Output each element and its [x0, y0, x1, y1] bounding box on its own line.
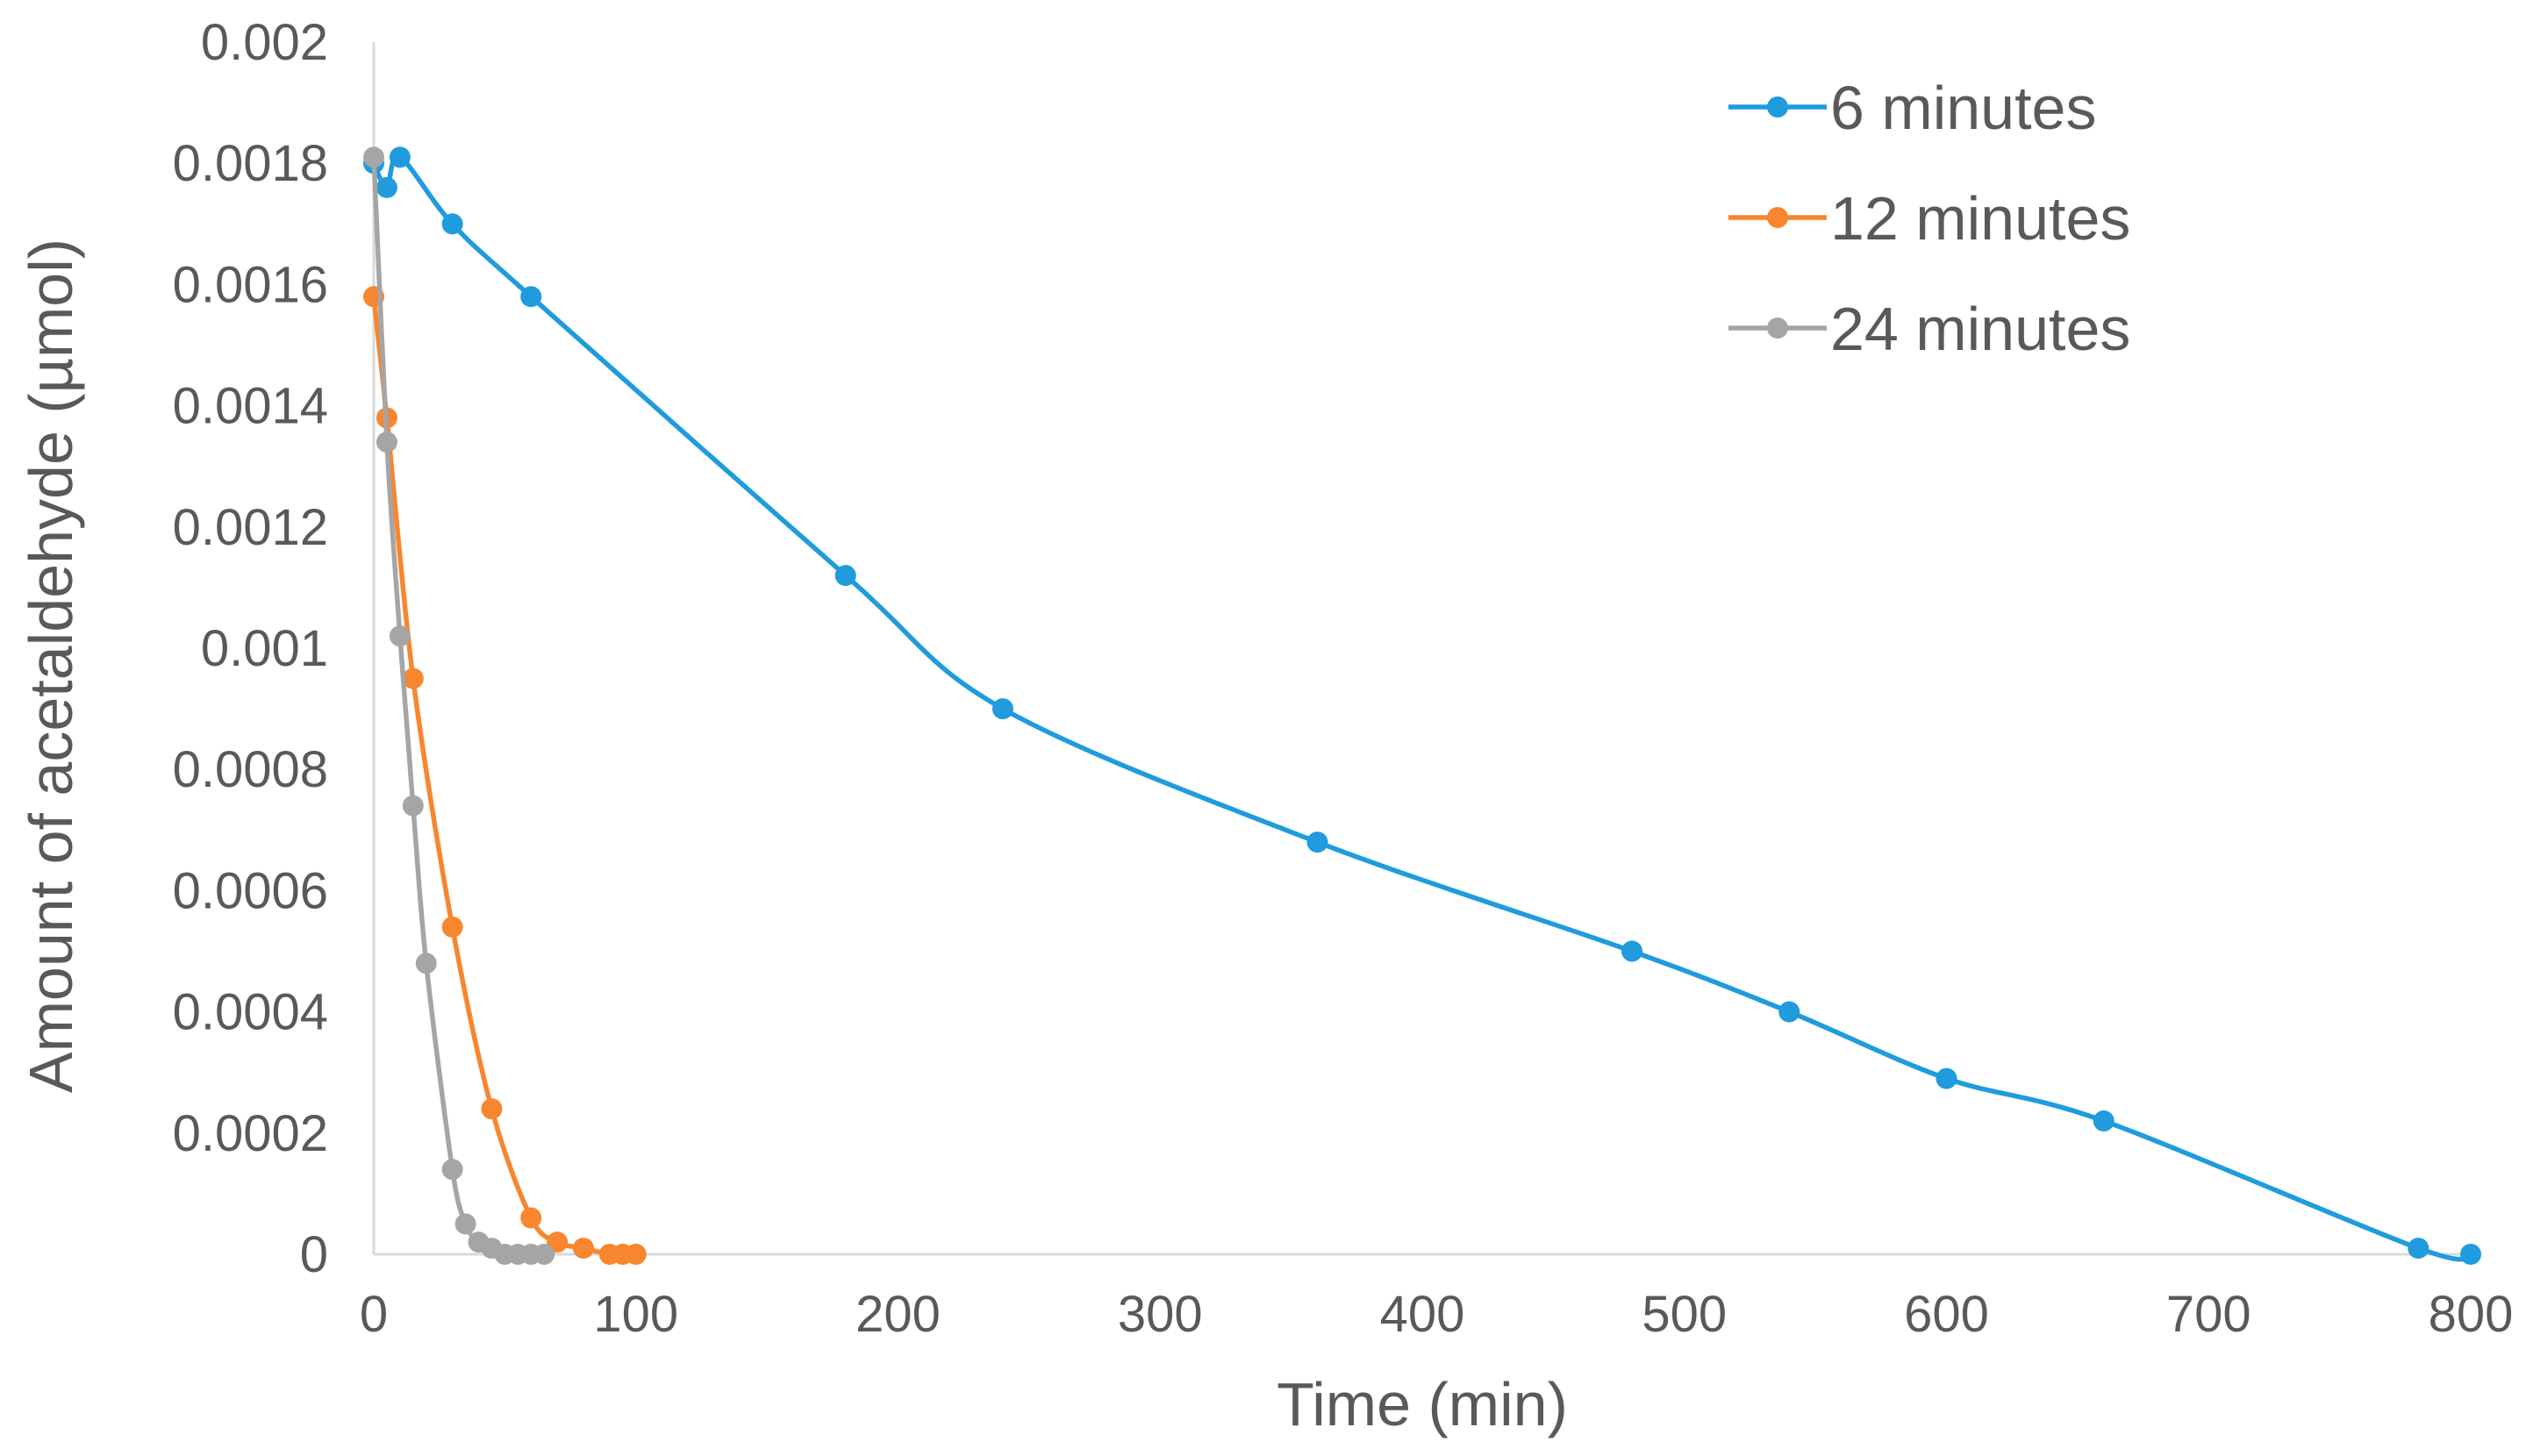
y-tick-label: 0.001 [201, 620, 328, 677]
legend-label: 24 minutes [1830, 295, 2130, 363]
data-point [520, 286, 542, 308]
y-tick-label: 0.0016 [173, 256, 328, 313]
series-12-minutes [363, 286, 647, 1265]
x-tick-label: 300 [1118, 1286, 1203, 1343]
series-6-minutes [363, 146, 2481, 1265]
x-axis-title: Time (min) [1277, 1370, 1568, 1438]
legend-item: 24 minutes [1728, 295, 2130, 363]
x-tick-label: 400 [1380, 1286, 1465, 1343]
data-point [834, 565, 856, 587]
y-tick-label: 0.0012 [173, 499, 328, 556]
data-point [1778, 1001, 1800, 1023]
data-point [389, 146, 411, 168]
data-point [363, 146, 384, 168]
x-tick-label: 100 [593, 1286, 678, 1343]
data-point [1621, 940, 1642, 962]
data-point [376, 432, 397, 453]
legend: 6 minutes 12 minutes 24 minutes [1728, 74, 2130, 363]
y-tick-label: 0.0014 [173, 378, 328, 435]
x-tick-label: 700 [2166, 1286, 2251, 1343]
y-tick-label: 0.0006 [173, 862, 328, 919]
legend-label: 12 minutes [1830, 184, 2130, 253]
x-tick-label: 500 [1642, 1286, 1727, 1343]
series-line [371, 154, 547, 1258]
data-point [389, 625, 411, 647]
series-24-minutes [363, 146, 555, 1265]
data-point [454, 1213, 476, 1235]
data-point [2408, 1238, 2429, 1260]
legend-label: 6 minutes [1830, 74, 2096, 142]
x-tick-label: 0 [360, 1286, 388, 1343]
data-point [441, 916, 463, 938]
data-point [1306, 831, 1328, 853]
data-point [520, 1207, 542, 1229]
data-point [415, 953, 437, 974]
legend-marker [1767, 96, 1788, 118]
y-tick-label: 0.0008 [173, 741, 328, 798]
legend-marker [1767, 318, 1788, 339]
data-point [2093, 1110, 2115, 1131]
y-tick-label: 0.0002 [173, 1105, 328, 1162]
x-tick-label: 600 [1904, 1286, 1989, 1343]
data-point [2460, 1244, 2481, 1265]
legend-item: 6 minutes [1728, 74, 2096, 142]
axes: 0 0.0002 0.0004 0.0006 0.0008 0.001 0.0012 0.00… [173, 14, 2514, 1343]
x-tick-label: 800 [2429, 1286, 2514, 1343]
y-tick-label: 0.002 [201, 14, 328, 71]
x-tick-label: 200 [855, 1286, 941, 1343]
data-point [376, 176, 397, 198]
data-point [992, 698, 1013, 720]
series-line [371, 154, 2473, 1262]
data-point [441, 1159, 463, 1181]
y-tick-label: 0 [300, 1226, 328, 1283]
data-point [481, 1098, 503, 1120]
data-point [402, 795, 424, 817]
data-point [625, 1244, 647, 1265]
y-tick-label: 0.0004 [173, 984, 328, 1041]
legend-marker [1767, 207, 1788, 228]
data-point [1936, 1067, 1957, 1089]
y-axis-title: Amount of acetaldehyde (µmol) [17, 239, 85, 1093]
data-point [441, 213, 463, 235]
data-point [402, 667, 424, 689]
legend-item: 12 minutes [1728, 184, 2130, 253]
y-tick-label: 0.0018 [173, 135, 328, 192]
data-point [533, 1244, 555, 1265]
data-point [573, 1238, 594, 1260]
series-layer [363, 146, 2481, 1265]
